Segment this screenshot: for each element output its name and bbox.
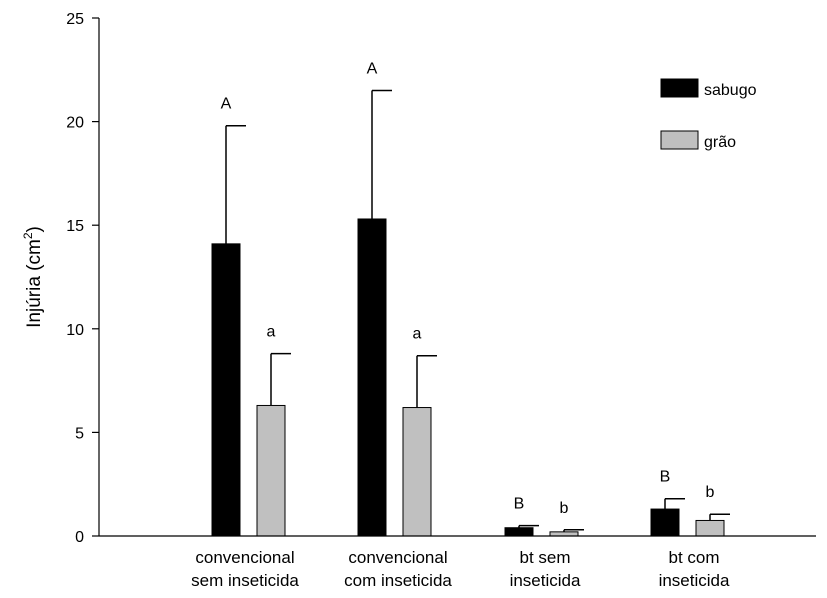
y-axis-label-close: ) <box>24 226 45 232</box>
bar-sabugo <box>211 243 241 537</box>
bar-grao <box>402 407 432 537</box>
x-category-label: convencional sem inseticida <box>191 548 299 590</box>
x-category-label-line2: sem inseticida <box>191 571 299 590</box>
x-category-label-line1: convencional <box>348 548 447 567</box>
legend: sabugo grão <box>660 78 757 151</box>
x-category-label-line2: inseticida <box>659 571 730 590</box>
y-axis-label: Injúria (cm2) <box>21 226 45 328</box>
y-tick-label: 20 <box>66 115 84 132</box>
significance-letter: b <box>560 500 569 517</box>
legend-label-sabugo: sabugo <box>704 82 757 99</box>
plot-area: Aa Aa B b Bb <box>211 61 730 537</box>
bar-grao <box>256 404 286 537</box>
y-tick-label: 10 <box>66 322 84 339</box>
x-category-label: bt sem inseticida <box>510 548 581 590</box>
y-tick-label: 5 <box>75 425 84 442</box>
x-category-label-line2: com inseticida <box>344 571 452 590</box>
bar-sabugo <box>650 508 680 537</box>
legend-swatch-grao <box>660 130 699 150</box>
bar-sabugo <box>357 218 387 537</box>
y-axis-label-text: Injúria (cm <box>24 239 45 328</box>
significance-letter: B <box>514 496 525 513</box>
significance-letter: A <box>221 96 232 113</box>
bar-grao <box>549 531 579 537</box>
legend-swatch-sabugo <box>660 78 699 98</box>
y-axis-ticks: 0 5 10 15 20 25 <box>66 11 99 546</box>
y-tick-label: 25 <box>66 11 84 28</box>
legend-label-grao: grão <box>704 134 736 151</box>
y-tick-label: 15 <box>66 218 84 235</box>
x-category-label: bt com inseticida <box>659 548 730 590</box>
x-category-label-line1: bt com <box>668 548 719 567</box>
x-category-label-line1: convencional <box>195 548 294 567</box>
bar-grao <box>695 519 725 537</box>
significance-letter: A <box>367 61 378 78</box>
axes <box>98 18 816 537</box>
y-axis-label-superscript: 2 <box>21 232 35 239</box>
y-tick-label: 0 <box>75 529 84 546</box>
significance-letter: a <box>413 326 422 343</box>
significance-letter: B <box>660 469 671 486</box>
significance-letter: a <box>267 324 276 341</box>
significance-letter: b <box>706 484 715 501</box>
x-category-label: convencional com inseticida <box>344 548 452 590</box>
bar-sabugo <box>504 527 534 537</box>
x-category-label-line2: inseticida <box>510 571 581 590</box>
x-category-label-line1: bt sem <box>519 548 570 567</box>
